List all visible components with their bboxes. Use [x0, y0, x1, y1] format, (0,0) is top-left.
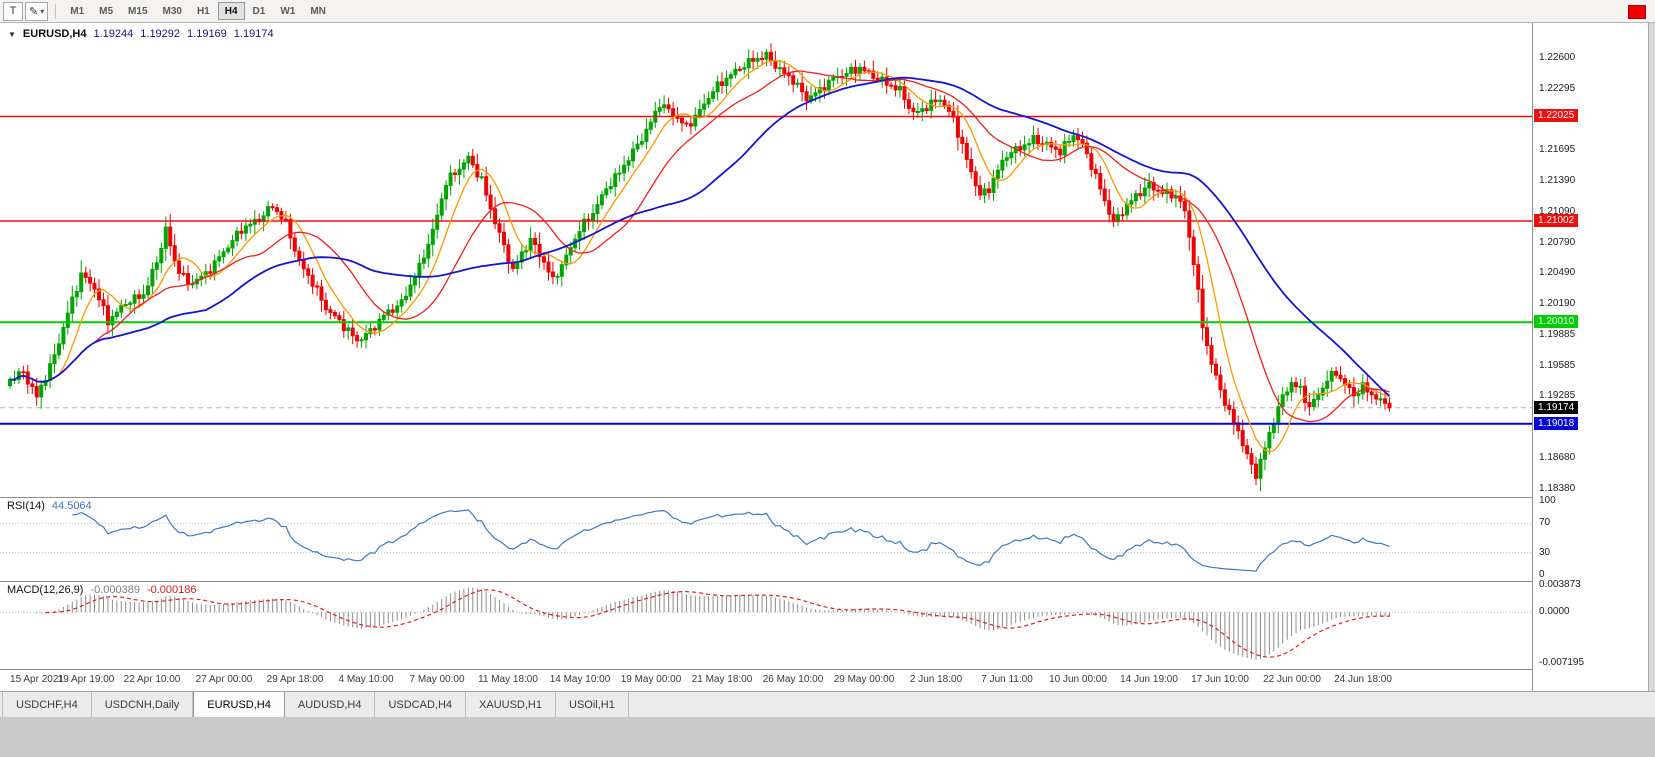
- chevron-down-icon: ▾: [40, 6, 45, 16]
- open-value: 1.19244: [93, 28, 134, 40]
- macd-panel[interactable]: [0, 581, 1532, 669]
- tab-usdcnh-daily[interactable]: USDCNH,Daily: [92, 692, 194, 717]
- pencil-icon: ✎: [29, 5, 39, 18]
- price-axis-tick: 1.19885: [1539, 329, 1576, 340]
- rsi-label: RSI(14) 44.5064: [7, 500, 92, 512]
- tab-audusd-h4[interactable]: AUDUSD,H4: [285, 692, 376, 717]
- time-axis-label: 21 May 18:00: [691, 674, 753, 685]
- timeframe-button-h1[interactable]: H1: [190, 2, 217, 20]
- macd-signal-value: -0.000186: [146, 584, 197, 596]
- text-tool-button[interactable]: T: [3, 1, 23, 21]
- price-tag-support: 1.20010: [1534, 315, 1579, 328]
- price-axis-tick: 1.22295: [1539, 83, 1576, 94]
- collapse-triangle-icon[interactable]: ▼: [8, 29, 16, 39]
- time-axis-label: 29 Apr 18:00: [266, 674, 324, 685]
- chart-workspace: ▼ EURUSD,H4 1.19244 1.19292 1.19169 1.19…: [0, 23, 1655, 691]
- close-value: 1.19174: [233, 28, 274, 40]
- timeframe-button-w1[interactable]: W1: [273, 2, 302, 20]
- price-axis-tick: 1.22600: [1539, 52, 1576, 63]
- time-axis-label: 27 Apr 00:00: [195, 674, 253, 685]
- time-axis-label: 22 Apr 10:00: [123, 674, 181, 685]
- price-axis-tick: 1.20190: [1539, 298, 1576, 309]
- price-tag-resistance: 1.22025: [1534, 109, 1579, 122]
- low-value: 1.19169: [187, 28, 227, 40]
- time-axis-label: 19 May 00:00: [620, 674, 682, 685]
- time-axis-label: 26 May 10:00: [762, 674, 824, 685]
- rsi-axis-tick: 30: [1539, 547, 1551, 558]
- time-axis-label: 10 Jun 00:00: [1049, 674, 1107, 685]
- macd-axis-tick: 0.0000: [1539, 606, 1570, 617]
- price-axis-tick: 1.21695: [1539, 144, 1576, 155]
- timeframe-button-mn[interactable]: MN: [303, 2, 333, 20]
- price-chart[interactable]: [0, 23, 1532, 497]
- toolbar: T ✎ ▾ M1 M5 M15 M30 H1 H4 D1 W1 MN: [0, 0, 1655, 23]
- time-axis-label: 15 Apr 2021: [10, 674, 64, 685]
- panel-separator: [0, 669, 1648, 670]
- price-axis-tick: 1.19285: [1539, 390, 1576, 401]
- symbol-label: EURUSD,H4: [22, 28, 87, 40]
- price-axis-tick: 1.20490: [1539, 267, 1576, 278]
- rsi-value: 44.5064: [51, 500, 92, 512]
- text-tool-icon: T: [9, 5, 17, 17]
- time-axis[interactable]: 15 Apr 2021 19 Apr 19:00 22 Apr 10:00 27 Ap…: [0, 669, 1532, 691]
- time-axis-label: 17 Jun 10:00: [1191, 674, 1249, 685]
- time-axis-label: 22 Jun 00:00: [1263, 674, 1321, 685]
- rsi-axis-tick: 0: [1539, 569, 1545, 580]
- last-price-tag: 1.19174: [1534, 401, 1579, 414]
- time-axis-label: 2 Jun 18:00: [909, 674, 963, 685]
- right-scroll-strip[interactable]: [1648, 23, 1655, 691]
- draw-tool-button[interactable]: ✎ ▾: [25, 1, 49, 21]
- status-area: [0, 717, 1655, 757]
- macd-axis-tick: 0.003873: [1539, 579, 1581, 590]
- time-axis-label: 14 May 10:00: [549, 674, 611, 685]
- high-value: 1.19292: [140, 28, 181, 40]
- price-axis-tick: 1.20790: [1539, 237, 1576, 248]
- timeframe-button-m30[interactable]: M30: [156, 2, 189, 20]
- time-axis-label: 7 May 00:00: [409, 674, 465, 685]
- tab-usdchf-h4[interactable]: USDCHF,H4: [2, 692, 92, 717]
- time-axis-label: 19 Apr 19:00: [57, 674, 115, 685]
- price-tag-support: 1.19018: [1534, 417, 1579, 430]
- timeframe-button-m5[interactable]: M5: [92, 2, 120, 20]
- timeframe-buttons: M1 M5 M15 M30 H1 H4 D1 W1 MN: [63, 2, 333, 20]
- time-axis-label: 29 May 00:00: [833, 674, 895, 685]
- timeframe-button-m15[interactable]: M15: [121, 2, 154, 20]
- price-tag-resistance: 1.21002: [1534, 214, 1579, 227]
- tab-eurusd-h4[interactable]: EURUSD,H4: [193, 692, 285, 717]
- rsi-axis-tick: 100: [1539, 495, 1556, 506]
- timeframe-button-m1[interactable]: M1: [63, 2, 91, 20]
- rsi-name: RSI(14): [7, 500, 45, 512]
- tab-usdcad-h4[interactable]: USDCAD,H4: [375, 692, 467, 717]
- time-axis-label: 24 Jun 18:00: [1334, 674, 1392, 685]
- price-axis-tick: 1.21390: [1539, 175, 1576, 186]
- rsi-panel[interactable]: [0, 497, 1532, 581]
- price-axis[interactable]: 1.226001.222951.219901.216951.213901.210…: [1532, 23, 1649, 691]
- price-axis-tick: 1.21090: [1539, 206, 1576, 217]
- macd-name: MACD(12,26,9): [7, 584, 84, 596]
- price-axis-tick: 1.18680: [1539, 452, 1576, 463]
- macd-main-value: -0.000389: [90, 584, 140, 596]
- macd-label: MACD(12,26,9) -0.000389 -0.000186: [7, 584, 197, 596]
- time-axis-label: 4 May 10:00: [338, 674, 394, 685]
- price-axis-tick: 1.18380: [1539, 483, 1576, 494]
- chart-header: ▼ EURUSD,H4 1.19244 1.19292 1.19169 1.19…: [8, 28, 274, 40]
- timeframe-button-h4[interactable]: H4: [217, 2, 245, 20]
- macd-axis-tick: -0.007195: [1539, 657, 1585, 668]
- time-axis-label: 7 Jun 11:00: [981, 674, 1033, 685]
- tab-usoil-h1[interactable]: USOil,H1: [556, 692, 629, 717]
- time-axis-label: 11 May 18:00: [478, 674, 538, 685]
- time-axis-label: 14 Jun 19:00: [1120, 674, 1178, 685]
- chart-tabs: USDCHF,H4 USDCNH,Daily EURUSD,H4 AUDUSD,H4 U…: [0, 691, 1655, 717]
- panel-separator[interactable]: [0, 581, 1648, 582]
- tab-xauusd-h1[interactable]: XAUUSD,H1: [466, 692, 556, 717]
- timeframe-button-d1[interactable]: D1: [246, 2, 273, 20]
- rsi-axis-tick: 70: [1539, 517, 1551, 528]
- price-axis-tick: 1.19585: [1539, 360, 1576, 371]
- alert-indicator: [1628, 5, 1646, 19]
- toolbar-separator: [55, 3, 57, 19]
- panel-separator[interactable]: [0, 497, 1648, 498]
